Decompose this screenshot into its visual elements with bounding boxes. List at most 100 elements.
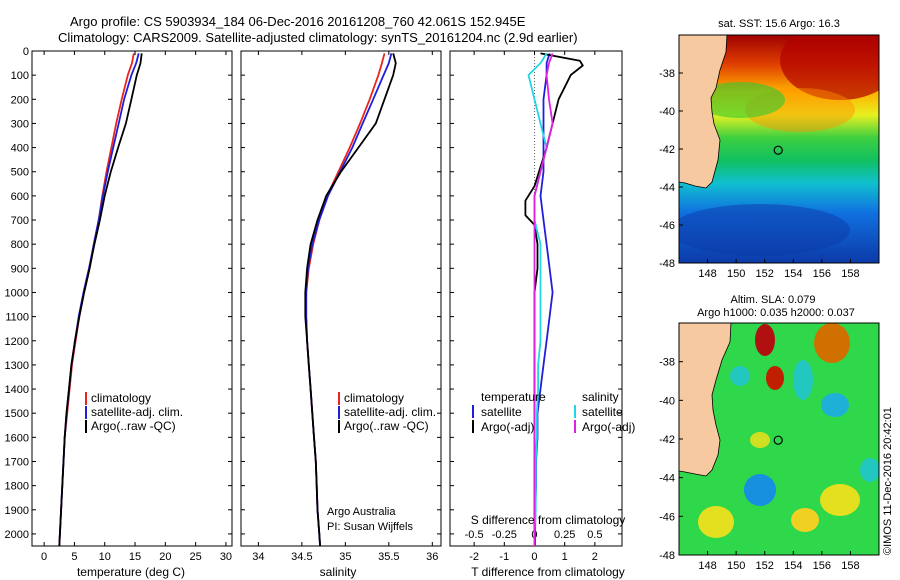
map-y-tick-label: -38	[659, 357, 675, 369]
x-tick-label: 35	[339, 551, 351, 563]
sla-map-title-2: Argo h1000: 0.035 h2000: 0.037	[697, 307, 855, 319]
x-tick-label: 10	[99, 551, 111, 563]
map-y-tick-label: -48	[659, 550, 675, 562]
y-tick-label: 300	[11, 118, 29, 130]
salinity-axis-label: salinity	[320, 565, 357, 579]
map-y-tick-label: -42	[659, 144, 675, 156]
x-tick-label: 0	[41, 551, 47, 563]
y-tick-label: 1100	[5, 312, 29, 324]
credit-line-2: PI: Susan Wijffels	[327, 521, 413, 533]
argo-position-marker	[773, 435, 783, 445]
series-argo-raw-qc	[304, 53, 397, 547]
y-tick-label: 600	[11, 191, 29, 203]
y-tick-label: 1400	[5, 384, 29, 396]
y-tick-label: 500	[11, 167, 29, 179]
y-tick-label: 1900	[5, 505, 29, 517]
y-tick-label: 100	[11, 70, 29, 82]
map-x-tick-label: 148	[698, 560, 716, 572]
series-climatology	[58, 53, 135, 547]
legend-label-climatology: climatology	[91, 391, 151, 405]
s-difference-axis-label: S difference from climatology	[471, 513, 626, 527]
y-tick-label: 700	[11, 215, 29, 227]
temperature-axis-label: temperature (deg C)	[77, 565, 185, 579]
map-y-tick-label: -44	[659, 182, 675, 194]
s-tick-label: -0.5	[465, 529, 484, 541]
y-tick-label: 1800	[5, 481, 29, 493]
sla-low-5	[860, 458, 879, 482]
y-tick-label: 1500	[5, 408, 29, 420]
map-x-tick-label: 150	[727, 268, 745, 280]
land-mass	[679, 35, 728, 189]
map-x-tick-label: 152	[756, 560, 774, 572]
x-tick-label: 30	[220, 551, 232, 563]
sla-high-2	[766, 366, 784, 390]
salinity-panel-frame	[240, 50, 442, 547]
map-y-tick-label: -44	[659, 473, 675, 485]
series-salinity-satellite	[527, 52, 548, 546]
series-satellite-adj-clim	[305, 53, 393, 547]
legend-header-temperature: temperature	[481, 390, 546, 404]
sst-map	[679, 35, 879, 263]
map-x-tick-label: 152	[756, 268, 774, 280]
x-tick-label: -1	[499, 551, 509, 563]
x-tick-label: 5	[71, 551, 77, 563]
credit-line-1: Argo Australia	[327, 506, 396, 518]
series-temperature-satellite	[534, 53, 554, 546]
x-tick-label: 35.5	[378, 551, 399, 563]
map-y-tick-label: -40	[659, 106, 675, 118]
temperature-panel-frame	[31, 50, 233, 547]
sla-map	[679, 323, 879, 555]
legend-label-s-satellite: satellite	[582, 405, 623, 419]
x-tick-label: 15	[129, 551, 141, 563]
map-x-tick-label: 158	[841, 560, 859, 572]
header-line-2: Climatology: CARS2009. Satellite-adjuste…	[58, 30, 578, 45]
sla-high-6	[791, 508, 819, 532]
sla-low-1	[730, 366, 750, 386]
sla-high-4	[820, 484, 860, 516]
s-tick-label: 0.5	[587, 529, 602, 541]
sla-low-4	[744, 474, 776, 506]
y-tick-label: 800	[11, 239, 29, 251]
legend-label-s-argo: Argo(-adj)	[582, 420, 635, 434]
map-x-tick-label: 154	[784, 560, 802, 572]
y-tick-label: 900	[11, 263, 29, 275]
map-x-tick-label: 156	[813, 268, 831, 280]
salinity-legend: climatology satellite-adj. clim. Argo(..…	[338, 391, 436, 433]
y-tick-label: 1200	[5, 336, 29, 348]
legend-header-salinity: salinity	[582, 390, 619, 404]
legend-label-satellite: satellite-adj. clim.	[344, 405, 436, 419]
x-tick-label: 34	[252, 551, 264, 563]
sst-warm-core	[780, 35, 879, 100]
map-y-tick-label: -42	[659, 434, 675, 446]
s-tick-label: 0.25	[554, 529, 575, 541]
sla-high-7	[750, 432, 770, 448]
difference-legend: temperature salinity satellite Argo(-adj…	[472, 390, 635, 434]
map-y-tick-label: -46	[659, 220, 675, 232]
y-tick-label: 400	[11, 143, 29, 155]
argo-position-marker	[773, 145, 783, 155]
y-tick-label: 1000	[5, 287, 29, 299]
x-tick-label: 36	[426, 551, 438, 563]
legend-label-satellite: satellite-adj. clim.	[91, 405, 183, 419]
s-tick-label: -0.25	[492, 529, 517, 541]
map-x-tick-label: 150	[727, 560, 745, 572]
map-x-tick-label: 148	[698, 268, 716, 280]
x-tick-label: 34.5	[291, 551, 312, 563]
legend-label-t-satellite: satellite	[481, 405, 522, 419]
y-tick-label: 2000	[5, 529, 29, 541]
sla-map-title-1: Altim. SLA: 0.079	[731, 294, 816, 306]
y-tick-label: 200	[11, 94, 29, 106]
x-tick-label: 0	[531, 551, 537, 563]
sla-high-3	[814, 323, 850, 363]
land-mass	[679, 323, 732, 477]
temperature-legend: climatology satellite-adj. clim. Argo(..…	[85, 391, 183, 433]
map-y-tick-label: -46	[659, 511, 675, 523]
y-tick-label: 1600	[5, 432, 29, 444]
sla-low-3	[821, 393, 849, 417]
x-tick-label: 1	[562, 551, 568, 563]
legend-label-t-argo: Argo(-adj)	[481, 420, 534, 434]
series-satellite-adj-clim	[58, 53, 140, 547]
header-line-1: Argo profile: CS 5903934_184 06-Dec-2016…	[70, 14, 526, 29]
series-salinity-argo-adj	[533, 53, 554, 546]
